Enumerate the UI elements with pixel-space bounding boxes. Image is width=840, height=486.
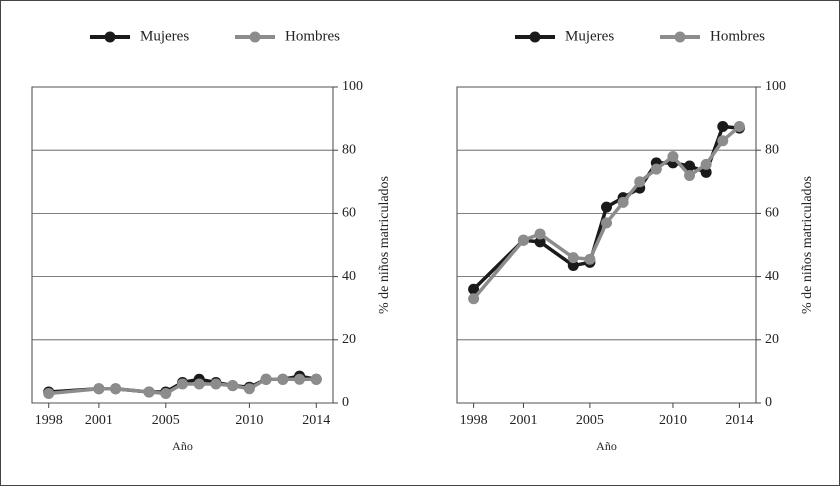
data-point bbox=[177, 378, 188, 390]
y-tick-label: 80 bbox=[342, 142, 356, 157]
legend-label: Hombres bbox=[285, 28, 340, 44]
legend-label: Mujeres bbox=[140, 28, 189, 44]
data-point bbox=[43, 388, 55, 400]
legend-marker bbox=[674, 31, 686, 43]
data-point bbox=[650, 163, 662, 175]
data-point bbox=[684, 169, 696, 181]
data-point bbox=[684, 160, 696, 172]
data-point bbox=[617, 196, 629, 208]
x-tick-label: 2005 bbox=[576, 413, 604, 428]
data-point bbox=[717, 121, 729, 132]
data-point bbox=[567, 252, 579, 264]
data-point bbox=[210, 378, 222, 390]
data-point bbox=[294, 373, 306, 385]
x-tick-label: 2010 bbox=[235, 413, 263, 428]
y-tick-label: 100 bbox=[765, 79, 786, 94]
data-point bbox=[601, 217, 612, 229]
data-point bbox=[601, 201, 612, 213]
x-axis-title: Año bbox=[172, 439, 193, 453]
data-point bbox=[310, 373, 322, 385]
data-point bbox=[260, 373, 272, 385]
x-tick-label: 2001 bbox=[85, 413, 113, 428]
x-tick-label: 1998 bbox=[460, 413, 488, 428]
y-axis-title: % de niños matriculados bbox=[800, 176, 815, 314]
x-tick-label: 2001 bbox=[509, 413, 537, 428]
data-point bbox=[567, 260, 579, 272]
x-axis-title: Año bbox=[596, 439, 617, 453]
data-point bbox=[160, 388, 172, 400]
data-point bbox=[717, 135, 729, 147]
y-tick-label: 0 bbox=[342, 395, 349, 410]
y-tick-label: 40 bbox=[765, 269, 779, 284]
data-point bbox=[584, 253, 596, 265]
data-point bbox=[468, 293, 480, 305]
data-point bbox=[110, 383, 122, 395]
data-point bbox=[534, 236, 546, 248]
x-tick-label: 2014 bbox=[725, 413, 753, 428]
y-axis-title: % de niños matriculados bbox=[377, 176, 392, 314]
y-tick-label: 80 bbox=[765, 142, 779, 157]
y-tick-label: 0 bbox=[765, 395, 772, 410]
y-tick-label: 40 bbox=[342, 269, 356, 284]
x-tick-label: 2010 bbox=[659, 413, 687, 428]
data-point bbox=[667, 151, 679, 163]
data-point bbox=[227, 380, 239, 392]
data-point bbox=[634, 176, 646, 188]
legend-marker bbox=[529, 31, 541, 43]
legend-marker bbox=[249, 31, 261, 43]
data-point bbox=[733, 121, 745, 132]
y-tick-label: 20 bbox=[342, 332, 356, 347]
data-point bbox=[93, 383, 105, 395]
data-point bbox=[517, 234, 529, 246]
x-tick-label: 2005 bbox=[152, 413, 180, 428]
legend-label: Mujeres bbox=[565, 28, 614, 44]
data-point bbox=[700, 158, 712, 170]
x-tick-label: 2014 bbox=[302, 413, 330, 428]
data-point bbox=[700, 166, 712, 178]
legend-marker bbox=[104, 31, 116, 43]
y-tick-label: 60 bbox=[765, 206, 779, 221]
data-point bbox=[468, 283, 480, 295]
y-tick-label: 100 bbox=[342, 79, 363, 94]
data-point bbox=[243, 383, 255, 395]
x-tick-label: 1998 bbox=[35, 413, 63, 428]
data-point bbox=[277, 373, 289, 385]
y-tick-label: 20 bbox=[765, 332, 779, 347]
data-point bbox=[143, 386, 155, 398]
data-point bbox=[534, 228, 546, 240]
y-tick-label: 60 bbox=[342, 206, 356, 221]
legend-label: Hombres bbox=[710, 28, 765, 44]
data-point bbox=[193, 378, 205, 390]
